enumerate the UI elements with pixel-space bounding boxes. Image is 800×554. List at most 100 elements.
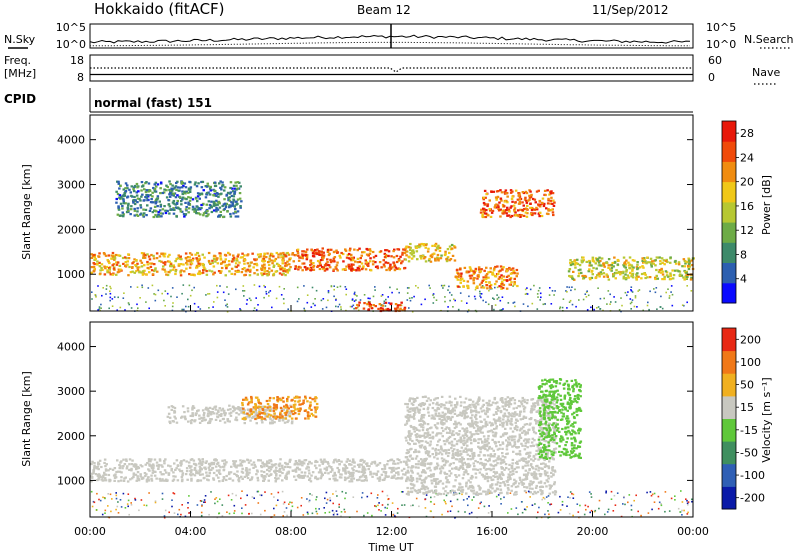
scatter-cell: [98, 459, 102, 462]
scatter-cell: [190, 253, 194, 256]
scatter-cell: [188, 273, 191, 276]
scatter-cell: [260, 268, 264, 272]
scatter-cell: [459, 278, 462, 282]
scatter-cell: [382, 478, 386, 481]
scatter-cell: [535, 443, 538, 446]
scatter-cell: [488, 421, 491, 424]
scatter-cell: [188, 180, 191, 183]
scatter-cell: [259, 459, 262, 462]
speckle-cell: [531, 302, 534, 305]
scatter-cell: [482, 466, 486, 469]
scatter-cell: [436, 482, 440, 485]
scatter-cell: [198, 270, 201, 273]
scatter-cell: [517, 202, 521, 205]
scatter-cell: [459, 275, 463, 278]
scatter-cell: [147, 458, 151, 461]
speckle-cell: [327, 290, 330, 292]
colorbar-segment: [722, 161, 736, 183]
scatter-cell: [494, 463, 498, 467]
scatter-cell: [454, 397, 457, 400]
speckle-cell: [400, 491, 403, 493]
colorbar-tick-label: 28: [740, 127, 754, 140]
speckle-cell: [408, 307, 410, 309]
speckle-cell: [283, 302, 285, 305]
speckle-cell: [352, 304, 355, 307]
scatter-cell: [283, 269, 287, 272]
speckle-cell: [391, 502, 394, 504]
speckle-cell: [200, 514, 203, 517]
scatter-cell: [255, 473, 258, 476]
scatter-cell: [151, 191, 154, 194]
speckle-cell: [282, 298, 285, 300]
scatter-cell: [338, 254, 341, 257]
scatter-cell: [388, 269, 391, 272]
scatter-cell: [529, 195, 533, 199]
scatter-cell: [192, 459, 196, 462]
speckle-cell: [561, 504, 564, 506]
freq-tick-bottom: 8: [77, 71, 84, 84]
scatter-cell: [195, 469, 198, 472]
scatter-cell: [360, 479, 364, 482]
scatter-cell: [548, 193, 551, 196]
speckle-cell: [631, 291, 634, 293]
speckle-cell: [213, 301, 215, 303]
scatter-cell: [130, 194, 133, 197]
scatter-cell: [443, 463, 447, 466]
scatter-cell: [248, 274, 252, 277]
speckle-cell: [105, 293, 107, 295]
scatter-cell: [119, 461, 122, 464]
scatter-cell: [436, 397, 439, 400]
scatter-cell: [503, 191, 506, 194]
speckle-cell: [449, 291, 451, 294]
speckle-cell: [482, 299, 484, 302]
speckle-cell: [335, 510, 338, 512]
scatter-cell: [480, 208, 483, 211]
scatter-cell: [477, 399, 481, 402]
scatter-cell: [130, 185, 133, 188]
scatter-cell: [441, 460, 445, 463]
scatter-cell: [137, 478, 141, 481]
scatter-cell: [505, 403, 508, 406]
scatter-cell: [347, 263, 350, 266]
scatter-cell: [134, 473, 138, 476]
scatter-cell: [356, 266, 360, 269]
scatter-cell: [229, 186, 232, 190]
scatter-cell: [411, 439, 414, 443]
scatter-cell: [630, 275, 633, 278]
speckle-cell: [124, 309, 126, 311]
scatter-cell: [105, 265, 108, 269]
scatter-cell: [513, 207, 517, 210]
scatter-cell: [125, 459, 128, 462]
scatter-cell: [660, 267, 663, 270]
scatter-cell: [431, 447, 434, 450]
speckle-cell: [537, 511, 539, 514]
scatter-cell: [185, 470, 189, 473]
scatter-cell: [155, 198, 159, 201]
scatter-cell: [434, 259, 437, 262]
scatter-cell: [180, 476, 184, 479]
speckle-cell: [243, 290, 246, 292]
scatter-cell: [328, 465, 331, 468]
scatter-cell: [105, 463, 108, 466]
speckle-cell: [219, 498, 221, 500]
scatter-cell: [278, 266, 282, 269]
speckle-cell: [649, 290, 651, 293]
speckle-cell: [351, 299, 354, 301]
scatter-cell: [281, 259, 284, 262]
speckle-cell: [524, 508, 527, 511]
scatter-cell: [571, 277, 575, 281]
scatter-cell: [153, 183, 156, 186]
scatter-cell: [439, 445, 443, 448]
speckle-cell: [603, 297, 605, 300]
scatter-cell: [483, 463, 486, 466]
power-ylabel: Slant Range [km]: [20, 164, 33, 260]
scatter-cell: [144, 273, 148, 276]
speckle-cell: [339, 285, 342, 288]
scatter-cell: [418, 246, 421, 249]
scatter-cell: [155, 461, 159, 464]
speckle-cell: [324, 512, 326, 514]
scatter-cell: [219, 271, 222, 274]
scatter-cell: [321, 473, 324, 477]
scatter-cell: [366, 464, 369, 467]
